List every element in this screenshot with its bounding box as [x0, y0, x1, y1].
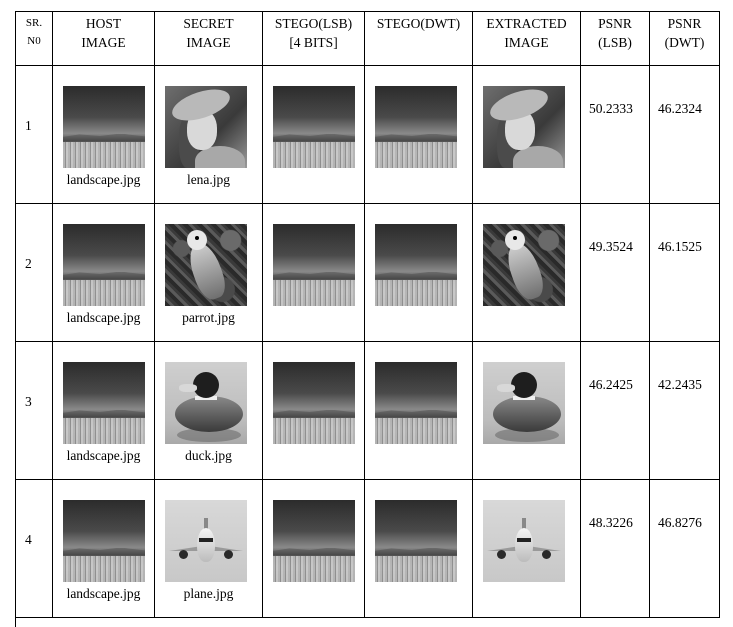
- host-image-cell: landscape.jpg: [52, 203, 155, 342]
- stego-lsb-cell: [262, 479, 365, 618]
- extracted-image-cell: [472, 479, 581, 618]
- landscape-image: [273, 86, 355, 168]
- secret-image-cell: lena.jpg: [154, 65, 263, 204]
- psnr-lsb-cell: 48.3226: [580, 479, 650, 618]
- landscape-image: [273, 362, 355, 444]
- host-caption: landscape.jpg: [66, 172, 141, 187]
- sr-no-cell: 4: [15, 479, 53, 618]
- table-row: 1 landscape.jpg lena.jpg 50.2333 46.2324: [15, 65, 720, 204]
- psnr-lsb-cell: 50.2333: [580, 65, 650, 204]
- stego-dwt-cell: [364, 479, 473, 618]
- duck-image: [483, 362, 565, 444]
- landscape-image: [63, 362, 145, 444]
- secret-image-cell: parrot.jpg: [154, 203, 263, 342]
- psnr-dwt-cell: 46.8276: [649, 479, 720, 618]
- stego-lsb-cell: [262, 65, 365, 204]
- landscape-image: [273, 500, 355, 582]
- stego-dwt-cell: [364, 203, 473, 342]
- psnr-dwt-cell: 46.1525: [649, 203, 720, 342]
- secret-image-cell: plane.jpg: [154, 479, 263, 618]
- plane-image: [483, 500, 565, 582]
- sr-no-cell: 2: [15, 203, 53, 342]
- landscape-image: [273, 224, 355, 306]
- secret-caption: plane.jpg: [183, 586, 234, 601]
- page-margin-line: [15, 612, 16, 627]
- host-image-cell: landscape.jpg: [52, 479, 155, 618]
- psnr-dwt-cell: 42.2435: [649, 341, 720, 480]
- header-host-image: HOST IMAGE: [52, 11, 155, 66]
- parrot-image: [165, 224, 247, 306]
- header-row: SR. N0 HOST IMAGE SECRET IMAGE STEGO(LSB…: [15, 11, 720, 66]
- landscape-image: [375, 362, 457, 444]
- header-sr-no: SR. N0: [15, 11, 53, 66]
- host-caption: landscape.jpg: [66, 310, 141, 325]
- secret-image-cell: duck.jpg: [154, 341, 263, 480]
- table-row: 4 landscape.jpg plane.jpg 48.3226 46.8276: [15, 479, 720, 618]
- stego-lsb-cell: [262, 341, 365, 480]
- results-table: SR. N0 HOST IMAGE SECRET IMAGE STEGO(LSB…: [15, 11, 720, 618]
- header-psnr-lsb: PSNR (LSB): [580, 11, 650, 66]
- secret-caption: duck.jpg: [185, 448, 232, 463]
- header-stego-lsb: STEGO(LSB) [4 BITS]: [262, 11, 365, 66]
- lena-image: [165, 86, 247, 168]
- table-row: 2 landscape.jpg parrot.jpg 49.3524 46.1525: [15, 203, 720, 342]
- extracted-image-cell: [472, 341, 581, 480]
- sr-no-cell: 1: [15, 65, 53, 204]
- header-extracted-image: EXTRACTED IMAGE: [472, 11, 581, 66]
- psnr-dwt-cell: 46.2324: [649, 65, 720, 204]
- host-image-cell: landscape.jpg: [52, 65, 155, 204]
- parrot-image: [483, 224, 565, 306]
- header-secret-image: SECRET IMAGE: [154, 11, 263, 66]
- extracted-image-cell: [472, 65, 581, 204]
- secret-caption: lena.jpg: [186, 172, 231, 187]
- header-stego-dwt: STEGO(DWT): [364, 11, 473, 66]
- host-caption: landscape.jpg: [66, 586, 141, 601]
- landscape-image: [63, 224, 145, 306]
- header-psnr-dwt: PSNR (DWT): [649, 11, 720, 66]
- psnr-lsb-cell: 49.3524: [580, 203, 650, 342]
- duck-image: [165, 362, 247, 444]
- secret-caption: parrot.jpg: [182, 310, 235, 325]
- psnr-lsb-cell: 46.2425: [580, 341, 650, 480]
- stego-dwt-cell: [364, 341, 473, 480]
- landscape-image: [63, 500, 145, 582]
- sr-no-cell: 3: [15, 341, 53, 480]
- host-image-cell: landscape.jpg: [52, 341, 155, 480]
- plane-image: [165, 500, 247, 582]
- landscape-image: [375, 224, 457, 306]
- landscape-image: [375, 500, 457, 582]
- host-caption: landscape.jpg: [66, 448, 141, 463]
- landscape-image: [375, 86, 457, 168]
- stego-dwt-cell: [364, 65, 473, 204]
- extracted-image-cell: [472, 203, 581, 342]
- lena-image: [483, 86, 565, 168]
- stego-lsb-cell: [262, 203, 365, 342]
- table-row: 3 landscape.jpg duck.jpg 46.2425 42.2435: [15, 341, 720, 480]
- landscape-image: [63, 86, 145, 168]
